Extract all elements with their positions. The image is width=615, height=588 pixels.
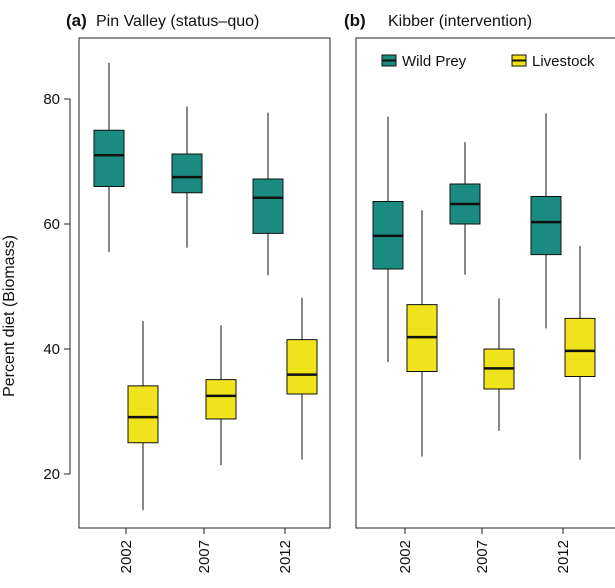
x-axis-labels: 2002 2007 2012 2002 2007 2012 <box>118 528 572 573</box>
panel-b-letter: (b) <box>344 11 366 30</box>
panel-b-wild-prey-2002-box <box>372 116 404 363</box>
panel-a-title: Pin Valley (status–quo) <box>96 13 259 30</box>
legend-item-wild-prey: Wild Prey <box>381 53 467 70</box>
panel-a-x-tick-label-2012: 2012 <box>277 540 294 573</box>
panel-b-livestock-2007-box <box>483 298 515 431</box>
panel-b-wild-prey-2012-box <box>530 113 562 329</box>
legend-item-livestock: Livestock <box>511 53 595 70</box>
panel-a-livestock-2007-iqr-rect <box>205 379 237 420</box>
legend: Wild Prey Livestock <box>381 53 595 70</box>
panel-b-x-tick-label-2002: 2002 <box>397 540 414 573</box>
panel-b-livestock-2012-iqr-rect <box>564 317 596 377</box>
panel-a-livestock-2002-iqr-rect <box>127 385 159 444</box>
panel-a-wild-prey-2012-box <box>252 112 284 276</box>
panel-a-boxes <box>93 62 318 511</box>
panel-b-frame <box>355 37 615 529</box>
panel-b-wild-prey-2012-iqr-rect <box>530 196 562 256</box>
panel-b-title: Kibber (intervention) <box>388 13 532 30</box>
panel-a-wild-prey-2002-iqr-rect <box>93 129 125 187</box>
panel-a-livestock-2002-box <box>127 320 159 511</box>
panel-a-x-tick-label-2007: 2007 <box>196 540 213 573</box>
y-tick-label-40: 40 <box>43 341 60 358</box>
panel-b-livestock-2002-box <box>406 210 438 457</box>
panel-b-boxes <box>372 113 596 460</box>
panel-b-livestock-2012-box <box>564 245 596 460</box>
panel-a-wild-prey-2007-iqr-rect <box>171 153 203 194</box>
panel-a-letter: (a) <box>66 11 87 30</box>
legend-label-livestock: Livestock <box>532 53 595 70</box>
y-axis: 20 40 60 80 <box>43 91 71 483</box>
panel-b-x-tick-label-2007: 2007 <box>474 540 491 573</box>
panel-a-livestock-2012-box <box>286 297 318 460</box>
y-tick-label-60: 60 <box>43 216 60 233</box>
panel-a-livestock-2012-iqr-rect <box>286 339 318 395</box>
panel-a-wild-prey-2002-box <box>93 62 125 253</box>
panel-a-x-tick-label-2002: 2002 <box>118 540 135 573</box>
panel-a-wild-prey-2007-box <box>171 106 203 248</box>
panel-a-livestock-2007-box <box>205 325 237 466</box>
panel-a-frame <box>78 37 331 529</box>
legend-label-wild-prey: Wild Prey <box>402 53 467 70</box>
panel-b-x-tick-label-2012: 2012 <box>555 540 572 573</box>
y-tick-label-80: 80 <box>43 91 60 108</box>
panel-b-wild-prey-2007-box <box>449 142 481 275</box>
panel-a-wild-prey-2012-iqr-rect <box>252 178 284 234</box>
y-tick-label-20: 20 <box>43 466 60 483</box>
y-axis-title: Percent diet (Biomass) <box>1 235 18 397</box>
